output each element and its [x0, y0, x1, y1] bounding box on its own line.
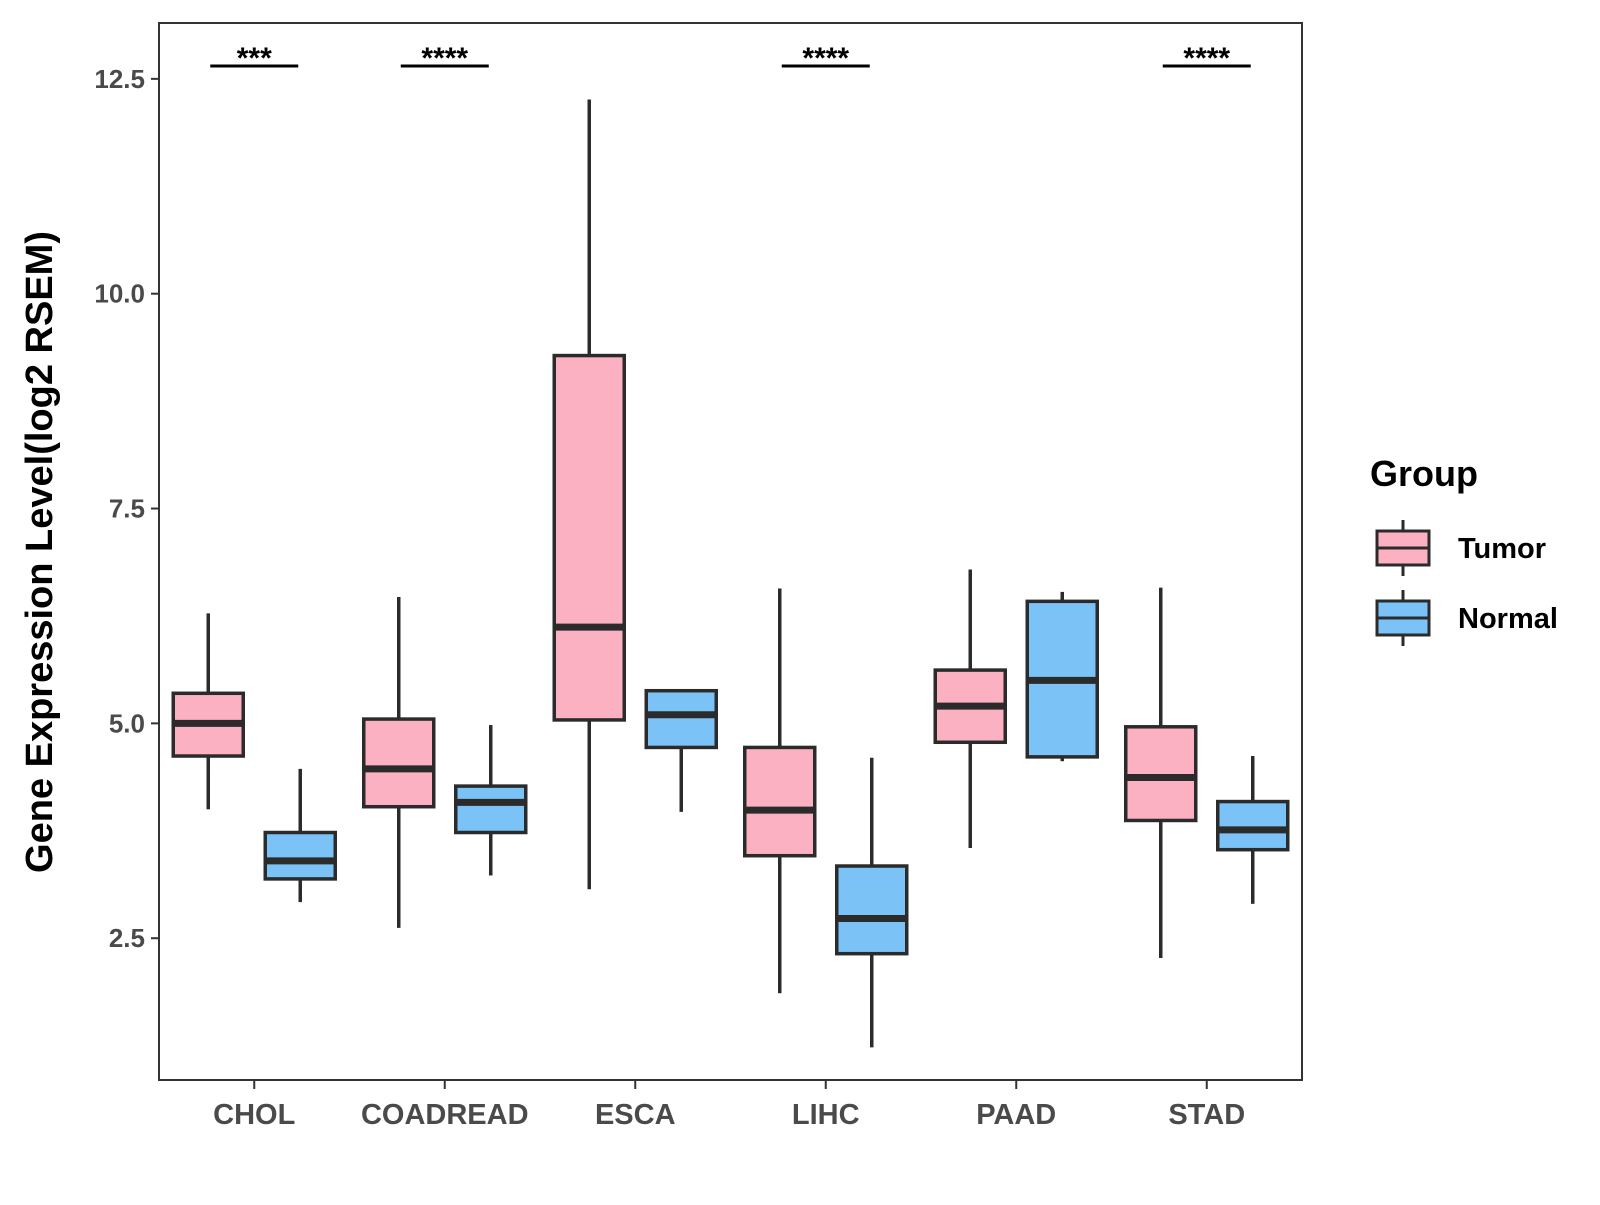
- box-normal-esca: [644, 688, 718, 812]
- box-iqr: [1216, 799, 1290, 852]
- box-iqr: [454, 784, 528, 835]
- y-tick-label: 2.5: [109, 923, 145, 953]
- plot-panel-border: [158, 22, 1303, 1081]
- box-iqr: [644, 688, 718, 750]
- legend-label: Tumor: [1458, 533, 1546, 565]
- box-iqr: [263, 830, 337, 881]
- box-iqr: [835, 864, 909, 956]
- box-normal-paad: [1025, 591, 1099, 762]
- box-tumor-lihc: [743, 588, 817, 994]
- boxes-layer: [171, 99, 1290, 1048]
- box-iqr: [362, 717, 436, 809]
- box-normal-lihc: [835, 757, 909, 1048]
- significance-label: ****: [802, 42, 849, 75]
- legend-item-normal: Normal: [1375, 590, 1558, 646]
- x-tick-label: STAD: [1168, 1099, 1245, 1131]
- x-tick-label: COADREAD: [361, 1099, 529, 1131]
- legend: Group Tumor Normal: [1370, 453, 1558, 646]
- y-tick-label: 7.5: [109, 494, 145, 524]
- box-tumor-esca: [552, 99, 626, 890]
- legend-label: Normal: [1458, 603, 1558, 635]
- x-tick-label: PAAD: [976, 1099, 1056, 1131]
- box-normal-chol: [263, 768, 337, 903]
- y-axis-title: Gene Expression Level(log2 RSEM): [19, 231, 61, 873]
- significance-label: ***: [237, 42, 272, 75]
- y-tick-label: 5.0: [109, 708, 145, 738]
- significance-label: ****: [1183, 42, 1230, 75]
- x-tick-label: LIHC: [792, 1099, 860, 1131]
- legend-title: Group: [1370, 453, 1478, 494]
- y-tick-label: 12.5: [94, 64, 145, 94]
- box-tumor-chol: [171, 613, 245, 810]
- y-axis: 2.5 5.0 7.5 10.0 12.5: [94, 64, 159, 953]
- box-tumor-paad: [933, 569, 1007, 848]
- significance-layer: *** **** **** ****: [210, 42, 1251, 75]
- y-tick-label: 10.0: [94, 279, 145, 309]
- significance-label: ****: [421, 42, 468, 75]
- box-normal-stad: [1216, 756, 1290, 904]
- box-iqr: [552, 353, 626, 722]
- x-tick-label: CHOL: [213, 1099, 295, 1131]
- box-iqr: [1124, 725, 1198, 823]
- x-tick-label: ESCA: [595, 1099, 676, 1131]
- legend-item-tumor: Tumor: [1375, 520, 1546, 576]
- x-axis: CHOL COADREAD ESCA LIHC PAAD STAD: [213, 1080, 1245, 1131]
- box-tumor-stad: [1124, 587, 1198, 958]
- box-iqr: [743, 745, 817, 858]
- box-normal-coadread: [454, 725, 528, 876]
- box-tumor-coadread: [362, 597, 436, 928]
